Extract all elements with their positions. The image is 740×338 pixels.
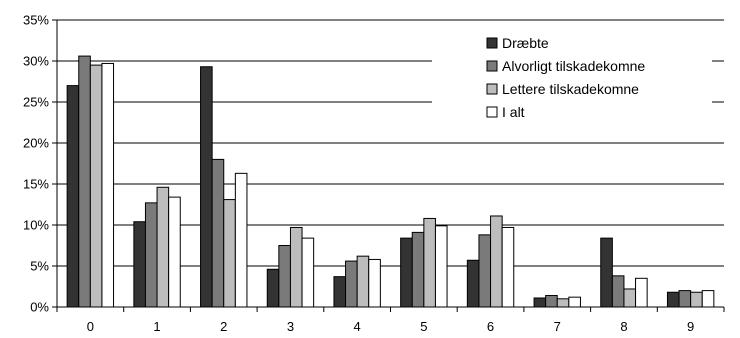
legend-background: [432, 30, 712, 128]
bar: [168, 196, 181, 308]
bars: [66, 55, 715, 308]
x-tick-label: 5: [420, 319, 427, 334]
bar: [78, 55, 91, 308]
bar: [266, 268, 280, 308]
y-tick-label: 15%: [23, 177, 49, 192]
bar: [690, 291, 703, 308]
x-tick-label: 0: [87, 319, 94, 334]
bar: [678, 290, 692, 308]
y-tick-label: 30%: [23, 54, 49, 69]
x-tick-label: 8: [620, 319, 627, 334]
legend-swatch: [486, 37, 498, 49]
bar: [200, 66, 213, 308]
bar: [223, 199, 236, 308]
bar: [345, 260, 358, 308]
bar: [144, 202, 158, 308]
bar: [568, 296, 581, 308]
y-tick-label: 5%: [30, 259, 49, 274]
legend: Dræbte Alvorligt tilskadekomne Lettere til…: [432, 30, 712, 128]
bar: [411, 231, 425, 308]
x-tick-label: 3: [287, 319, 294, 334]
bar: [666, 291, 680, 308]
bar: [301, 237, 315, 308]
y-tick-label: 0%: [30, 300, 49, 315]
legend-label: Alvorligt tilskadekomne: [502, 58, 645, 74]
bar: [278, 245, 291, 308]
bar: [490, 215, 503, 308]
x-tick-label: 7: [554, 319, 561, 334]
bar: [289, 226, 303, 308]
bar: [133, 221, 146, 308]
y-axis-ticks: 0% 5% 10% 15% 20% 25% 30% 35%: [23, 13, 57, 315]
legend-label: Dræbte: [502, 35, 549, 51]
bar: [466, 259, 480, 308]
bar: [623, 288, 637, 308]
bar: [701, 290, 715, 308]
x-tick-label: 9: [687, 319, 694, 334]
x-tick-label: 6: [487, 319, 494, 334]
bar: [211, 158, 225, 308]
x-tick-label: 2: [220, 319, 227, 334]
legend-label: I alt: [502, 104, 525, 120]
y-tick-label: 20%: [23, 136, 49, 151]
bar: [501, 226, 515, 308]
bar: [423, 217, 436, 308]
bar: [600, 237, 613, 308]
legend-swatch: [486, 83, 498, 95]
axes: [56, 20, 724, 308]
bar: [434, 225, 448, 308]
bar: [333, 276, 347, 308]
x-tick-label: 4: [354, 319, 361, 334]
legend-swatch: [486, 60, 498, 72]
bar: [101, 62, 115, 308]
bar: [356, 255, 370, 308]
bar: [368, 258, 381, 308]
y-tick-label: 25%: [23, 95, 49, 110]
legend-swatch: [486, 106, 498, 118]
y-tick-label: 10%: [23, 218, 49, 233]
legend-label: Lettere tilskadekomne: [502, 81, 639, 97]
bar: [400, 237, 413, 308]
bar: [635, 277, 648, 308]
x-tick-label: 1: [153, 319, 160, 334]
bar: [545, 295, 558, 308]
bar: [478, 234, 492, 308]
x-axis-ticks: 0 1 2 3 4 5 6 7 8 9: [56, 307, 725, 334]
bar: [89, 64, 103, 308]
bar: [234, 172, 248, 308]
bar: [556, 298, 570, 308]
bar: [533, 297, 547, 308]
bar: [611, 275, 625, 308]
bar: [66, 85, 80, 308]
bar: [156, 186, 170, 308]
y-tick-label: 35%: [23, 13, 49, 28]
